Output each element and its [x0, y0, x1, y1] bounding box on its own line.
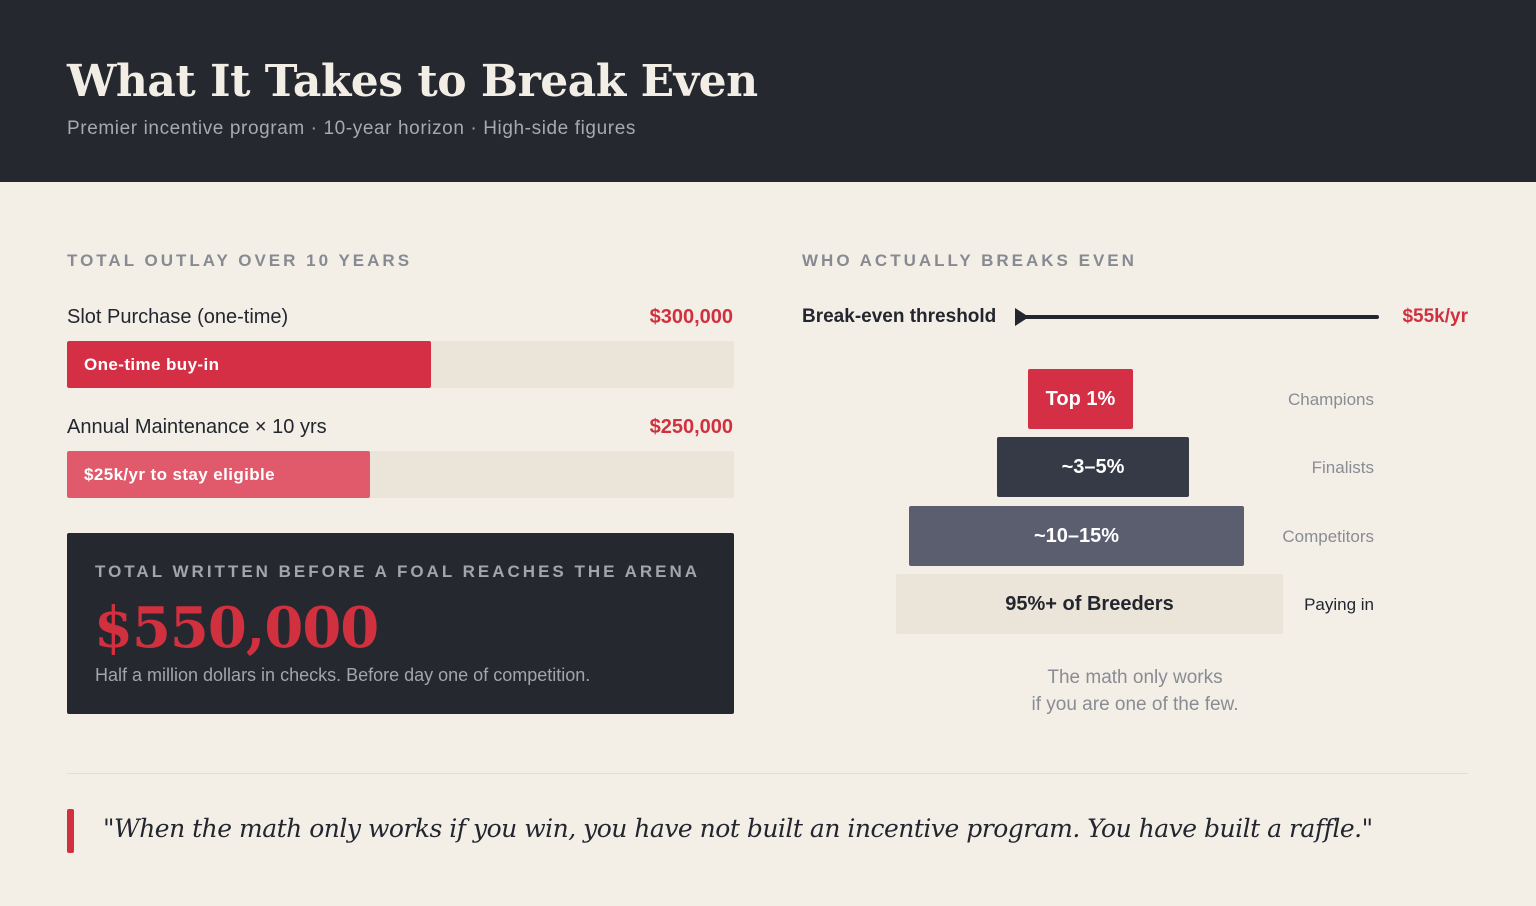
- tier-box-competitors: ~10–15%: [909, 506, 1244, 566]
- outlay-row-label-slot: Slot Purchase (one-time): [67, 306, 289, 328]
- pyramid-note-line-2: if you are one of the few.: [1031, 694, 1239, 715]
- quote-accent-bar: [67, 809, 74, 853]
- pyramid-note: The math only works if you are one of th…: [985, 664, 1285, 718]
- tier-name-breeders: Paying in: [1304, 595, 1374, 614]
- outlay-bar-label-maintenance: $25k/yr to stay eligible: [84, 465, 276, 484]
- outlay-bar-maintenance: $25k/yr to stay eligible: [67, 451, 371, 498]
- threshold-value: $55k/yr: [1402, 306, 1468, 327]
- tier-name-finalists: Finalists: [1311, 458, 1374, 477]
- tier-name-competitors: Competitors: [1282, 527, 1374, 546]
- page-title: What It Takes to Break Even: [67, 56, 758, 107]
- total-outlay-label: TOTAL WRITTEN BEFORE A FOAL REACHES THE …: [95, 562, 701, 581]
- outlay-bar-label-slot: One-time buy-in: [84, 355, 220, 374]
- total-outlay-caption: Half a million dollars in checks. Before…: [95, 665, 591, 685]
- tier-box-champions: Top 1%: [1028, 369, 1133, 429]
- outlay-row-label-maintenance: Annual Maintenance × 10 yrs: [67, 416, 327, 438]
- pyramid-note-line-1: The math only works: [1047, 667, 1223, 688]
- tier-box-finalists: ~3–5%: [997, 437, 1189, 497]
- breakeven-section-label: WHO ACTUALLY BREAKS EVEN: [802, 251, 1137, 270]
- total-outlay-card: TOTAL WRITTEN BEFORE A FOAL REACHES THE …: [67, 533, 734, 714]
- outlay-section-label: TOTAL OUTLAY OVER 10 YEARS: [67, 251, 413, 270]
- outlay-bar-slot: One-time buy-in: [67, 341, 431, 388]
- tier-box-breeders: 95%+ of Breeders: [896, 574, 1283, 634]
- outlay-row-amount-slot: $300,000: [649, 306, 733, 328]
- page-subtitle: Premier incentive program · 10-year hori…: [67, 118, 636, 139]
- outlay-bar-track-maintenance: $25k/yr to stay eligible: [67, 451, 734, 498]
- threshold-label: Break-even threshold: [802, 306, 997, 327]
- outlay-bar-track-slot: One-time buy-in: [67, 341, 734, 388]
- threshold-marker-icon: [1015, 308, 1029, 326]
- pull-quote: "When the math only works if you win, yo…: [103, 814, 1373, 843]
- header-banner: What It Takes to Break Even Premier ince…: [0, 0, 1536, 182]
- tier-name-champions: Champions: [1288, 390, 1374, 409]
- outlay-row-amount-maintenance: $250,000: [649, 416, 733, 438]
- section-divider: [67, 773, 1468, 774]
- threshold-line: [1015, 308, 1379, 326]
- total-outlay-value: $550,000: [94, 595, 379, 661]
